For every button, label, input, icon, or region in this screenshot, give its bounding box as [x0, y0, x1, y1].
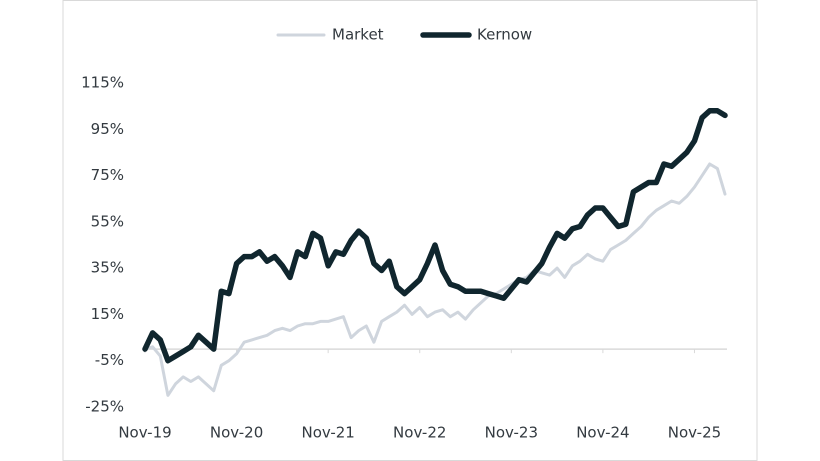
x-tick-label: Nov-25	[668, 424, 721, 442]
y-tick-label: 35%	[91, 259, 124, 277]
x-tick-label: Nov-21	[301, 424, 354, 442]
y-tick-label: 115%	[81, 74, 124, 92]
y-tick-label: 95%	[91, 120, 124, 138]
x-tick-label: Nov-24	[576, 424, 629, 442]
y-tick-label: -5%	[95, 351, 124, 369]
x-tick-label: Nov-23	[485, 424, 538, 442]
series-line	[143, 162, 727, 397]
y-tick-label: 15%	[91, 305, 124, 323]
x-tick-label: Nov-22	[393, 424, 446, 442]
legend-label: Market	[332, 26, 384, 44]
x-tick-label: Nov-19	[118, 424, 171, 442]
y-tick-label: 55%	[91, 212, 124, 230]
chart-frame	[62, 0, 758, 461]
x-tick-label: Nov-20	[210, 424, 263, 442]
series-line	[142, 108, 728, 364]
legend-label: Kernow	[477, 26, 532, 44]
y-tick-label: -25%	[85, 398, 124, 416]
y-tick-label: 75%	[91, 166, 124, 184]
